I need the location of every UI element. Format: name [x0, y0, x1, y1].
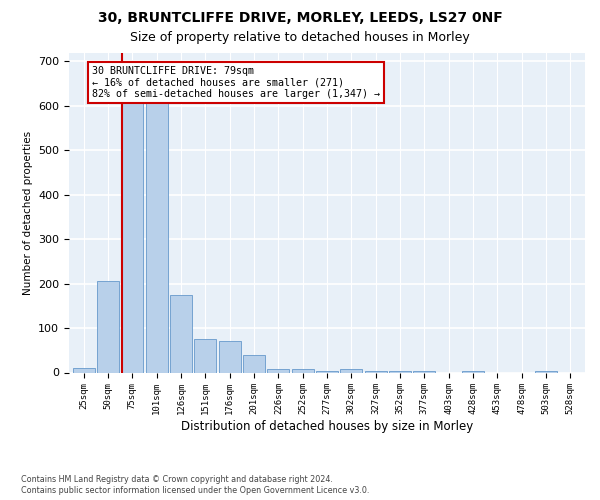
Bar [170, 294, 192, 372]
Bar [97, 282, 119, 372]
Bar [292, 369, 314, 372]
Bar [268, 369, 289, 372]
Text: Size of property relative to detached houses in Morley: Size of property relative to detached ho… [130, 31, 470, 44]
Bar [194, 339, 216, 372]
Text: 30 BRUNTCLIFFE DRIVE: 79sqm
← 16% of detached houses are smaller (271)
82% of se: 30 BRUNTCLIFFE DRIVE: 79sqm ← 16% of det… [92, 66, 380, 99]
Bar [121, 84, 143, 372]
Bar [535, 371, 557, 372]
Text: Contains public sector information licensed under the Open Government Licence v3: Contains public sector information licen… [21, 486, 370, 495]
Bar [146, 76, 167, 372]
Text: 30, BRUNTCLIFFE DRIVE, MORLEY, LEEDS, LS27 0NF: 30, BRUNTCLIFFE DRIVE, MORLEY, LEEDS, LS… [98, 11, 502, 25]
X-axis label: Distribution of detached houses by size in Morley: Distribution of detached houses by size … [181, 420, 473, 433]
Bar [365, 371, 386, 372]
Bar [389, 371, 411, 372]
Bar [462, 371, 484, 372]
Y-axis label: Number of detached properties: Number of detached properties [23, 130, 32, 294]
Text: Contains HM Land Registry data © Crown copyright and database right 2024.: Contains HM Land Registry data © Crown c… [21, 475, 333, 484]
Bar [243, 354, 265, 372]
Bar [73, 368, 95, 372]
Bar [316, 371, 338, 372]
Bar [218, 342, 241, 372]
Bar [413, 371, 436, 372]
Bar [340, 369, 362, 372]
